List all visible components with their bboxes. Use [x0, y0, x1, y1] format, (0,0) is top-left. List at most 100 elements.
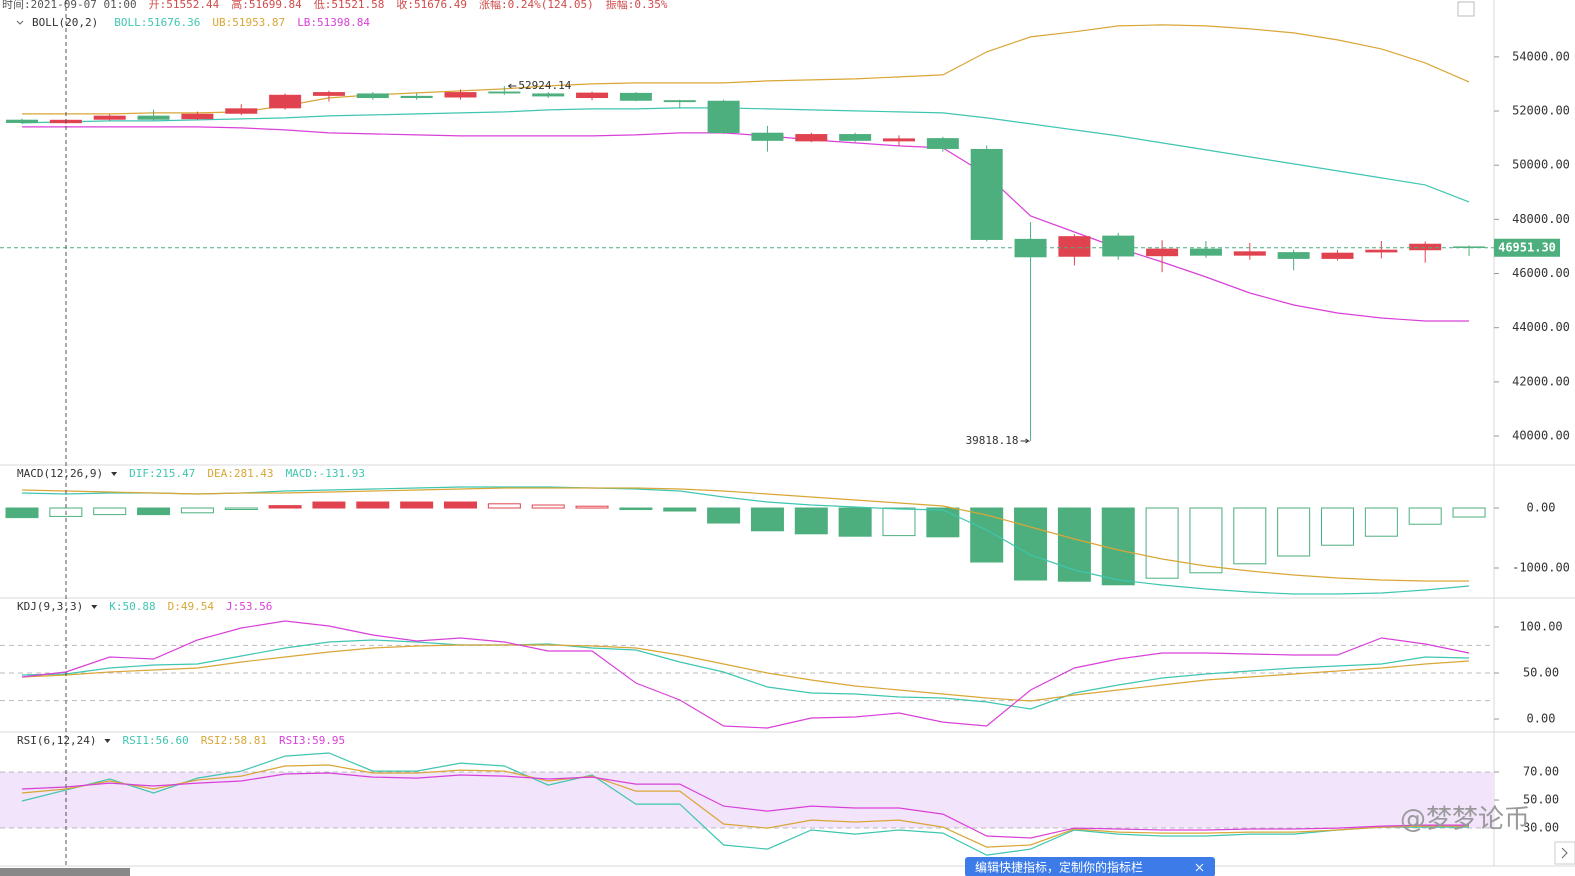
histogram-bar [794, 507, 828, 535]
histogram-bar [400, 501, 434, 509]
y-tick-label: 70.00 [1523, 765, 1559, 779]
annotation: 52924.14 [518, 79, 571, 92]
candle-body [1189, 248, 1222, 256]
y-tick-label: 100.00 [1519, 619, 1562, 633]
candle-body [444, 92, 477, 98]
toolbar-item: 时间:2021-09-07 01:00 [2, 0, 137, 11]
candle-body [1409, 243, 1442, 251]
histogram-bar [750, 507, 784, 532]
histogram-bar [838, 507, 872, 537]
candle-body [1365, 249, 1398, 253]
annotation: 39818.18 [966, 434, 1019, 447]
histogram-bar [93, 507, 127, 516]
toolbar-item: 涨幅:0.24%(124.05) [479, 0, 594, 11]
y-tick-label: 50.00 [1523, 666, 1559, 680]
candle-body [707, 100, 740, 133]
legend-entry: DIF:215.47 [129, 467, 195, 480]
histogram-bar [1145, 507, 1179, 579]
histogram-bar [1277, 507, 1311, 557]
indicator-name: RSI(6,12,24) [17, 734, 96, 747]
y-tick-label: 0.00 [1527, 712, 1556, 726]
histogram-bar [312, 501, 346, 509]
tooltip-close[interactable] [1195, 863, 1204, 872]
candle-body [137, 115, 170, 120]
histogram-bar [356, 501, 390, 509]
indicator-line [21, 487, 1469, 582]
indicator-line [21, 764, 1469, 848]
last-price-box [1494, 238, 1560, 257]
y-tick-label: 52000.00 [1512, 104, 1570, 118]
candle-body [839, 134, 872, 141]
candle-body [6, 119, 38, 123]
histogram-bar [926, 507, 960, 538]
y-tick-label: 50.00 [1523, 793, 1559, 807]
y-tick-label: 40000.00 [1512, 429, 1570, 443]
scroll-button[interactable] [1554, 841, 1575, 865]
toolbar-item: 收:51676.49 [396, 0, 467, 11]
watermark: @梦梦论币 [1400, 805, 1530, 835]
histogram-bar [1364, 507, 1398, 537]
candle-body [1277, 252, 1310, 259]
plot-area: 40000.00 42000.00 44000.00 46000.00 48000.00… [0, 16, 1570, 856]
legend-caret [91, 605, 98, 609]
legend-entry: LB:51398.84 [297, 16, 370, 29]
legend-entry: J:53.56 [226, 600, 272, 613]
y-tick-label: -1000.00 [1512, 561, 1570, 575]
annotation-arrow [508, 83, 517, 89]
histogram-bar [5, 507, 39, 519]
candle-body [970, 148, 1003, 240]
histogram-bar [663, 507, 697, 512]
histogram-bar [531, 504, 565, 509]
indicator-name: KDJ(9,3,3) [17, 600, 83, 613]
histogram-bar [619, 507, 653, 511]
legend-entry: RSI3:59.95 [279, 734, 345, 747]
candle-body [1058, 236, 1091, 257]
histogram-bar [180, 507, 214, 514]
indicator-line [21, 107, 1470, 203]
indicator-line [21, 486, 1470, 595]
tooltip-text[interactable]: 编辑快捷指标，定制你的指标栏 [975, 860, 1143, 875]
histogram-bar [1189, 507, 1223, 574]
histogram-bar [487, 503, 521, 509]
candle-body [1321, 252, 1354, 259]
tooltip-box[interactable] [965, 857, 1215, 876]
toolbar-item: 高:51699.84 [231, 0, 302, 11]
candle-body [488, 91, 521, 94]
histogram-bar [1101, 507, 1135, 586]
y-tick-label: 30.00 [1523, 821, 1559, 835]
legend-entry: RSI1:56.60 [122, 734, 188, 747]
y-tick-label: 54000.00 [1512, 49, 1570, 63]
indicator-line [21, 772, 1469, 839]
panel: 40000.00 42000.00 44000.00 46000.00 48000.00… [0, 16, 1570, 447]
histogram-bar [444, 501, 477, 509]
histogram-bar [707, 507, 741, 524]
histogram-bar [575, 505, 609, 509]
candle-body [312, 92, 345, 96]
toolbar-item: 振幅:0.35% [606, 0, 668, 11]
y-tick-label: 0.00 [1527, 501, 1556, 515]
y-tick-label: 42000.00 [1512, 374, 1570, 388]
candle-body [663, 100, 696, 103]
legend-caret [16, 20, 24, 25]
indicator-line [21, 752, 1469, 856]
legend-entry: DEA:281.43 [207, 467, 273, 480]
legend-entry: D:49.54 [168, 600, 215, 613]
indicator-line [21, 644, 1470, 702]
candle-body [225, 108, 258, 114]
candle-body [795, 134, 828, 142]
legend-entry: UB:51953.87 [212, 16, 285, 29]
candle-body [400, 95, 433, 99]
fullscreen-button[interactable] [1457, 1, 1475, 17]
candle-body [576, 92, 609, 99]
histogram-bar [1408, 507, 1442, 525]
toolbar: 时间:2021-09-07 01:00 开:51552.44 高:51699.84 低… [2, 0, 668, 11]
scrollbar[interactable] [0, 868, 130, 876]
indicator-name: MACD(12,26,9) [17, 467, 103, 480]
indicator-line [21, 639, 1470, 710]
candle-body [883, 138, 915, 142]
last-price-label: 46951.30 [1498, 240, 1556, 254]
histogram-bar [1321, 507, 1354, 546]
